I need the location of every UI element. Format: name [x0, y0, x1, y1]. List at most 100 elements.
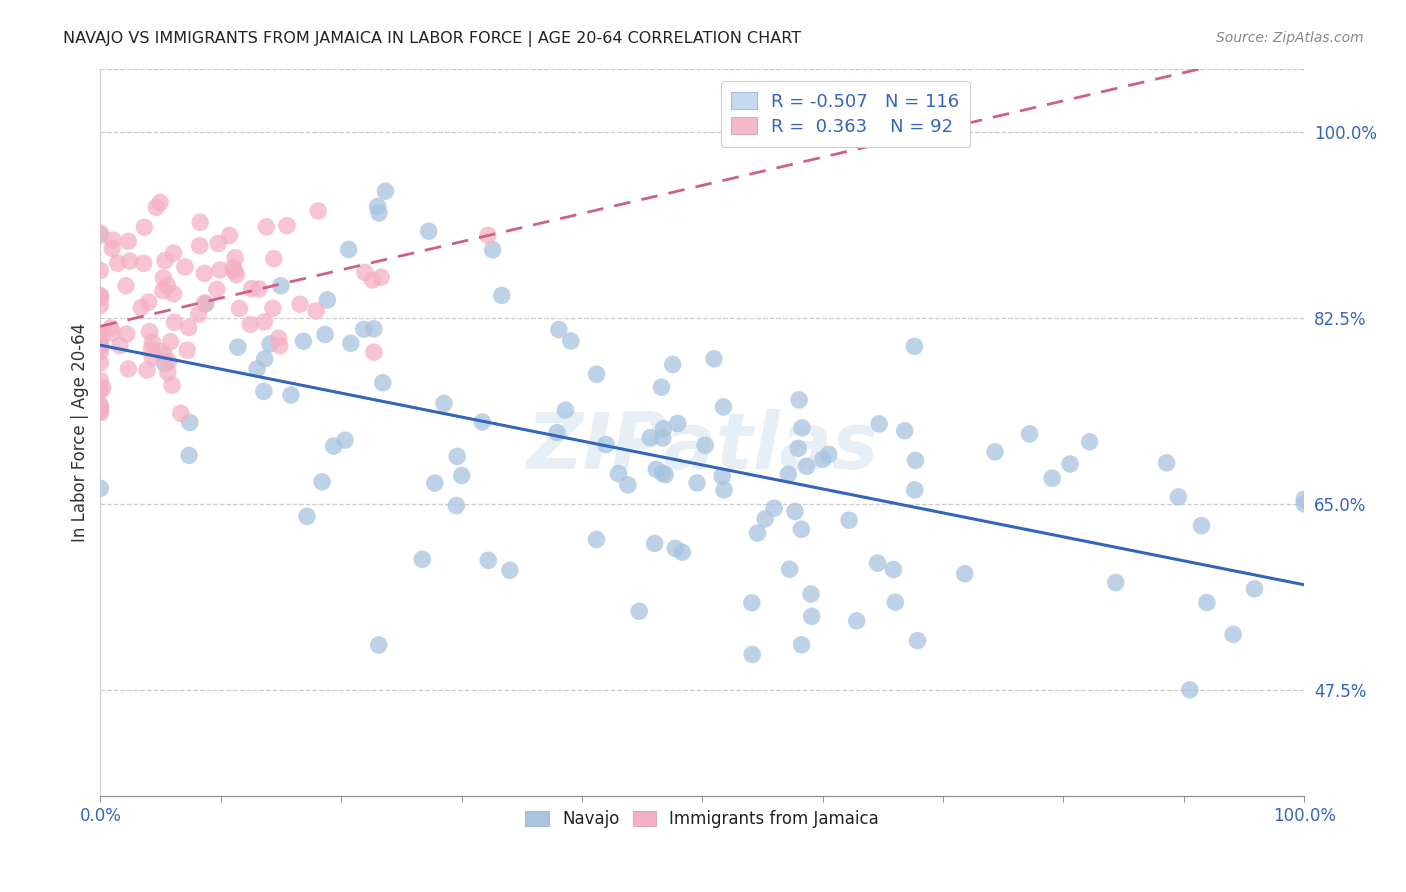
Point [695, 438, 717, 452]
Point [800, 587, 823, 601]
Point [240, 282, 263, 296]
Point [157, 354, 180, 368]
Point [893, 424, 915, 438]
Point [89, 298, 111, 312]
Point [617, 478, 640, 492]
Point [89, 328, 111, 343]
Point [868, 417, 890, 431]
Point [650, 380, 672, 394]
Point [314, 327, 336, 342]
Point [177, 449, 200, 463]
Point [491, 288, 513, 302]
Point [276, 219, 298, 233]
Point [108, 338, 131, 352]
Point [371, 376, 394, 390]
Point [1294, 497, 1316, 511]
Point [367, 199, 389, 213]
Point [163, 315, 186, 329]
Point [446, 499, 468, 513]
Point [790, 421, 813, 435]
Point [316, 293, 339, 307]
Point [152, 271, 174, 285]
Point [741, 596, 763, 610]
Point [179, 416, 201, 430]
Point [141, 342, 163, 356]
Point [884, 595, 907, 609]
Point [1195, 596, 1218, 610]
Point [149, 195, 172, 210]
Point [156, 366, 179, 380]
Point [270, 278, 292, 293]
Point [882, 562, 904, 576]
Point [162, 286, 184, 301]
Point [153, 348, 176, 362]
Point [253, 315, 276, 329]
Point [585, 533, 607, 547]
Point [188, 238, 211, 252]
Point [907, 633, 929, 648]
Text: NAVAJO VS IMMIGRANTS FROM JAMAICA IN LABOR FORCE | AGE 20-64 CORRELATION CHART: NAVAJO VS IMMIGRANTS FROM JAMAICA IN LAB… [63, 31, 801, 47]
Point [1191, 518, 1213, 533]
Point [115, 278, 138, 293]
Point [224, 251, 246, 265]
Point [711, 469, 734, 483]
Point [866, 556, 889, 570]
Point [145, 200, 167, 214]
Point [89, 383, 111, 397]
Point [89, 263, 111, 277]
Point [367, 638, 389, 652]
Point [89, 406, 111, 420]
Point [153, 253, 176, 268]
Point [477, 228, 499, 243]
Point [246, 361, 269, 376]
Point [138, 295, 160, 310]
Point [1018, 426, 1040, 441]
Point [763, 501, 786, 516]
Point [176, 343, 198, 358]
Point [118, 254, 141, 268]
Point [89, 288, 111, 302]
Point [638, 431, 661, 445]
Point [433, 396, 456, 410]
Point [247, 282, 270, 296]
Point [253, 351, 276, 366]
Point [141, 351, 163, 365]
Point [1059, 457, 1081, 471]
Point [228, 301, 250, 316]
Point [307, 203, 329, 218]
Point [904, 483, 927, 497]
Point [263, 252, 285, 266]
Point [288, 297, 311, 311]
Point [153, 356, 176, 370]
Point [607, 467, 630, 481]
Point [339, 336, 361, 351]
Point [811, 452, 834, 467]
Point [1156, 456, 1178, 470]
Point [170, 406, 193, 420]
Point [193, 266, 215, 280]
Point [651, 466, 673, 480]
Point [585, 368, 607, 382]
Point [117, 362, 139, 376]
Point [651, 431, 673, 445]
Point [560, 334, 582, 348]
Point [188, 215, 211, 229]
Point [222, 260, 245, 275]
Point [136, 363, 159, 377]
Point [1178, 682, 1201, 697]
Point [89, 374, 111, 388]
Point [132, 256, 155, 270]
Point [664, 541, 686, 556]
Point [218, 228, 240, 243]
Point [779, 562, 801, 576]
Point [107, 256, 129, 270]
Point [295, 509, 318, 524]
Point [89, 401, 111, 415]
Point [411, 552, 433, 566]
Point [280, 388, 302, 402]
Point [1294, 492, 1316, 507]
Point [1243, 582, 1265, 596]
Point [259, 336, 281, 351]
Point [253, 384, 276, 399]
Point [89, 337, 111, 351]
